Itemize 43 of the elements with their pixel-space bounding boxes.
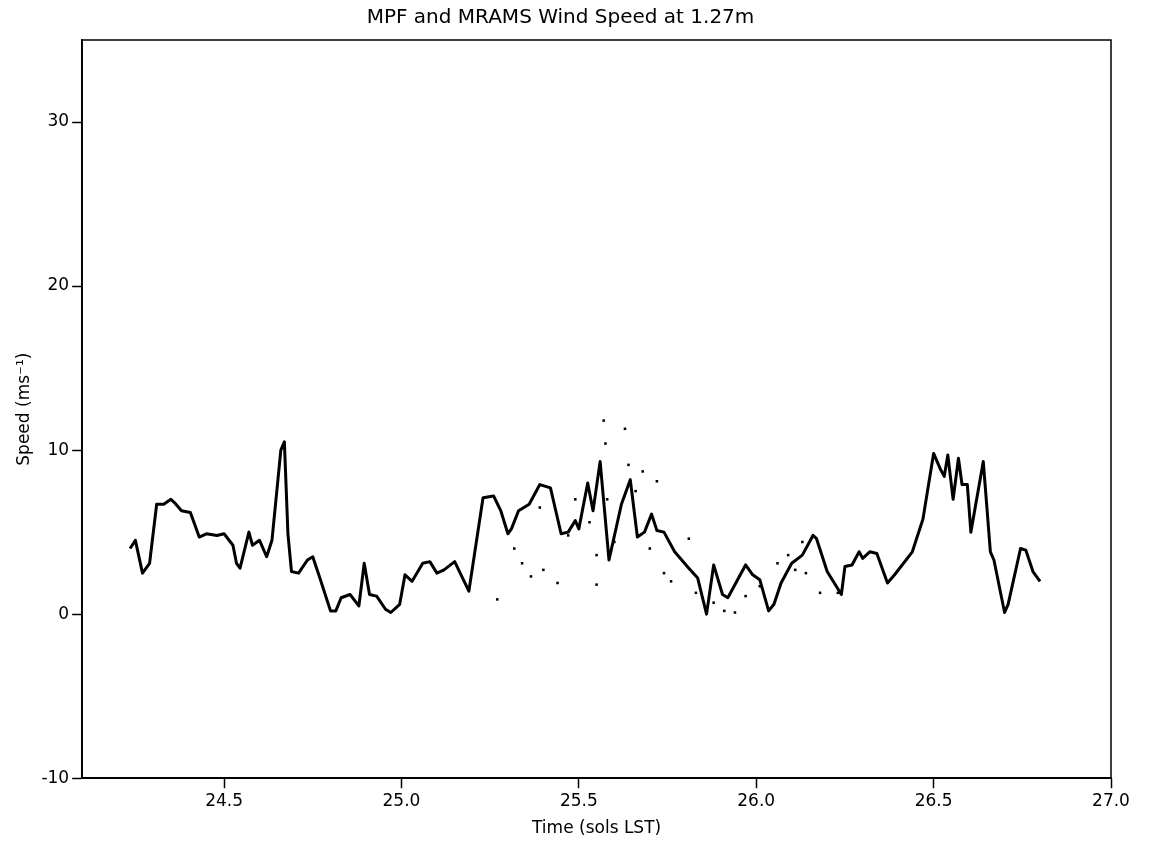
- point: [595, 583, 598, 586]
- point: [605, 498, 609, 501]
- point: [595, 553, 598, 557]
- point: [542, 568, 545, 572]
- point: [602, 419, 605, 422]
- x-tick-label: 24.5: [205, 789, 243, 810]
- x-tick-label: 25.5: [559, 789, 598, 810]
- point: [801, 540, 804, 544]
- point: [723, 609, 726, 613]
- x-axis-title: Time (sols LST): [531, 817, 662, 838]
- point: [495, 598, 499, 601]
- y-tick-label: 20: [47, 274, 70, 295]
- point: [634, 489, 637, 493]
- point: [566, 534, 570, 537]
- x-tick-label: 26.0: [737, 789, 776, 810]
- y-tick-label: 10: [47, 438, 70, 459]
- y-tick-label: 0: [58, 602, 70, 623]
- point: [687, 537, 691, 540]
- y-tick-label: -10: [41, 766, 70, 787]
- point: [574, 498, 577, 501]
- point: [513, 547, 516, 550]
- x-tick-label: 25.0: [382, 789, 421, 810]
- x-tick-label: 26.5: [914, 789, 953, 810]
- y-axis-title: Speed (ms⁻¹): [12, 352, 33, 466]
- point: [648, 547, 652, 550]
- point: [793, 568, 797, 572]
- point: [520, 562, 524, 565]
- chart-title: MPF and MRAMS Wind Speed at 1.27m: [366, 4, 755, 29]
- x-tick-label: 27.0: [1092, 789, 1130, 810]
- point: [627, 463, 630, 467]
- point: [776, 562, 779, 565]
- point: [538, 506, 542, 509]
- point: [556, 581, 559, 585]
- point: [669, 580, 673, 583]
- point: [712, 601, 715, 604]
- point: [641, 470, 644, 473]
- y-tick-label: 30: [47, 110, 70, 131]
- point: [733, 611, 737, 614]
- point: [604, 442, 607, 445]
- point: [529, 575, 533, 578]
- point: [588, 521, 591, 524]
- point: [744, 594, 747, 598]
- point: [655, 480, 659, 483]
